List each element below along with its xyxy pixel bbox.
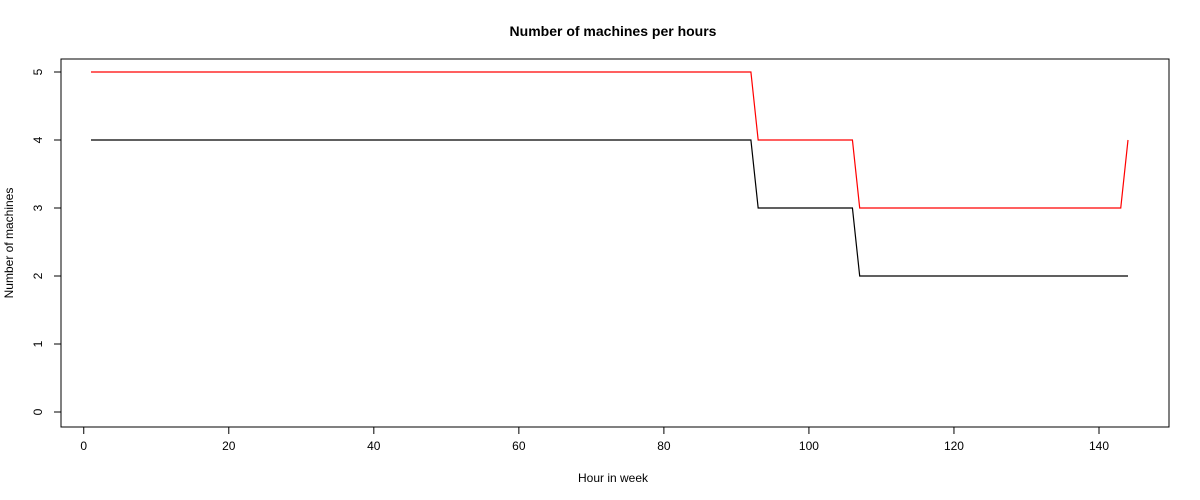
y-tick-label: 0 xyxy=(31,408,45,415)
series-line-1 xyxy=(91,139,1128,277)
x-tick-label: 60 xyxy=(512,439,526,453)
y-tick-label: 3 xyxy=(31,204,45,211)
series-layer xyxy=(91,71,1129,277)
x-tick-label: 0 xyxy=(80,439,87,453)
x-tick-label: 120 xyxy=(944,439,964,453)
x-axis-title: Hour in week xyxy=(578,471,649,485)
x-tick-label: 80 xyxy=(657,439,671,453)
y-tick-label: 4 xyxy=(31,136,45,143)
y-tick-label: 1 xyxy=(31,340,45,347)
series-line-2 xyxy=(91,71,1129,209)
chart-title: Number of machines per hours xyxy=(510,23,717,39)
y-tick-label: 2 xyxy=(31,272,45,279)
x-axis: 0 20 40 60 80 100 120 140 xyxy=(80,426,1109,453)
plot-frame xyxy=(60,58,1170,428)
x-tick-label: 140 xyxy=(1089,439,1109,453)
x-tick-label: 100 xyxy=(799,439,819,453)
x-tick-label: 40 xyxy=(367,439,381,453)
y-axis-title: Number of machines xyxy=(2,188,16,299)
y-axis: 0 1 2 3 4 5 xyxy=(31,68,62,415)
x-tick-label: 20 xyxy=(222,439,236,453)
y-tick-label: 5 xyxy=(31,68,45,75)
